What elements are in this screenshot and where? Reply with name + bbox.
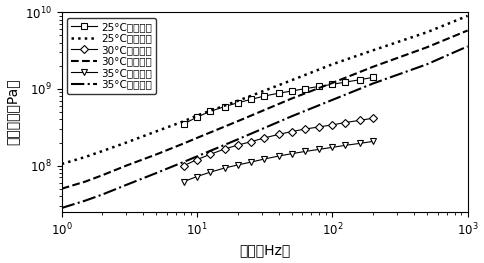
30°C试验数据: [370, 117, 376, 120]
35°C计算数据: [465, 45, 470, 48]
25°C试验数据: [207, 110, 213, 113]
25°C计算数据: [289, 79, 295, 82]
30°C计算数据: [289, 97, 295, 100]
30°C计算数据: [153, 153, 159, 156]
25°C试验数据: [222, 105, 227, 108]
25°C计算数据: [123, 141, 129, 144]
X-axis label: 頻率（Hz）: 頻率（Hz）: [239, 244, 290, 257]
30°C计算数据: [235, 120, 241, 123]
30°C计算数据: [194, 136, 200, 139]
Line: 35°C试验数据: 35°C试验数据: [181, 138, 376, 185]
30°C计算数据: [181, 142, 187, 145]
30°C试验数据: [261, 136, 267, 139]
35°C计算数据: [330, 98, 335, 102]
25°C计算数据: [153, 130, 159, 133]
30°C计算数据: [424, 46, 430, 49]
35°C试验数据: [357, 142, 363, 145]
35°C试验数据: [370, 140, 376, 143]
25°C计算数据: [181, 120, 187, 123]
35°C试验数据: [181, 180, 187, 183]
35°C计算数据: [370, 82, 376, 85]
30°C试验数据: [207, 153, 213, 156]
Line: 35°C计算数据: 35°C计算数据: [62, 46, 468, 208]
30°C计算数据: [59, 187, 65, 190]
25°C计算数据: [83, 155, 89, 158]
Line: 25°C计算数据: 25°C计算数据: [62, 16, 468, 164]
35°C试验数据: [235, 163, 241, 166]
25°C试验数据: [275, 92, 281, 95]
30°C计算数据: [330, 81, 335, 84]
25°C计算数据: [194, 114, 200, 117]
Line: 30°C试验数据: 30°C试验数据: [181, 115, 376, 169]
Legend: 25°C试验数据, 25°C计算数据, 30°C试验数据, 30°C计算数据, 35°C试验数据, 35°C计算数据: 25°C试验数据, 25°C计算数据, 30°C试验数据, 30°C计算数据, …: [67, 18, 156, 94]
35°C试验数据: [317, 148, 322, 151]
35°C试验数据: [194, 175, 200, 178]
35°C计算数据: [153, 171, 159, 175]
35°C计算数据: [289, 115, 295, 118]
35°C计算数据: [83, 199, 89, 202]
35°C试验数据: [261, 157, 267, 160]
35°C计算数据: [59, 206, 65, 210]
35°C计算数据: [123, 183, 129, 186]
35°C试验数据: [289, 152, 295, 155]
30°C试验数据: [289, 130, 295, 133]
35°C试验数据: [343, 144, 348, 147]
35°C试验数据: [248, 160, 254, 164]
30°C试验数据: [357, 119, 363, 122]
30°C试验数据: [302, 128, 308, 131]
25°C试验数据: [261, 94, 267, 98]
35°C试验数据: [330, 146, 335, 149]
35°C计算数据: [100, 193, 106, 196]
30°C试验数据: [194, 158, 200, 161]
35°C试验数据: [275, 155, 281, 158]
25°C试验数据: [194, 115, 200, 119]
30°C计算数据: [100, 174, 106, 177]
30°C试验数据: [330, 123, 335, 127]
25°C试验数据: [330, 83, 335, 86]
25°C计算数据: [370, 49, 376, 52]
25°C计算数据: [100, 149, 106, 153]
35°C计算数据: [424, 63, 430, 66]
30°C试验数据: [248, 140, 254, 143]
25°C试验数据: [317, 85, 322, 88]
35°C试验数据: [302, 150, 308, 153]
30°C计算数据: [123, 164, 129, 167]
35°C试验数据: [207, 171, 213, 174]
25°C试验数据: [235, 101, 241, 104]
Y-axis label: 储能模量（Pa）: 储能模量（Pa）: [5, 79, 19, 145]
30°C试验数据: [181, 164, 187, 167]
25°C试验数据: [370, 76, 376, 79]
Line: 25°C试验数据: 25°C试验数据: [181, 74, 376, 127]
25°C试验数据: [343, 80, 348, 84]
25°C试验数据: [181, 122, 187, 125]
30°C试验数据: [317, 125, 322, 128]
35°C计算数据: [181, 160, 187, 163]
30°C计算数据: [370, 65, 376, 68]
25°C试验数据: [357, 78, 363, 81]
Line: 30°C计算数据: 30°C计算数据: [62, 31, 468, 189]
30°C试验数据: [343, 121, 348, 124]
25°C计算数据: [465, 14, 470, 17]
30°C试验数据: [275, 133, 281, 136]
30°C试验数据: [235, 144, 241, 147]
35°C计算数据: [235, 138, 241, 141]
25°C试验数据: [289, 89, 295, 93]
25°C试验数据: [302, 87, 308, 90]
25°C计算数据: [59, 162, 65, 165]
25°C试验数据: [248, 98, 254, 101]
30°C试验数据: [222, 147, 227, 150]
30°C计算数据: [83, 180, 89, 183]
30°C计算数据: [465, 29, 470, 32]
35°C计算数据: [194, 155, 200, 158]
35°C试验数据: [222, 166, 227, 170]
25°C计算数据: [424, 31, 430, 34]
25°C计算数据: [235, 99, 241, 102]
25°C计算数据: [330, 63, 335, 66]
